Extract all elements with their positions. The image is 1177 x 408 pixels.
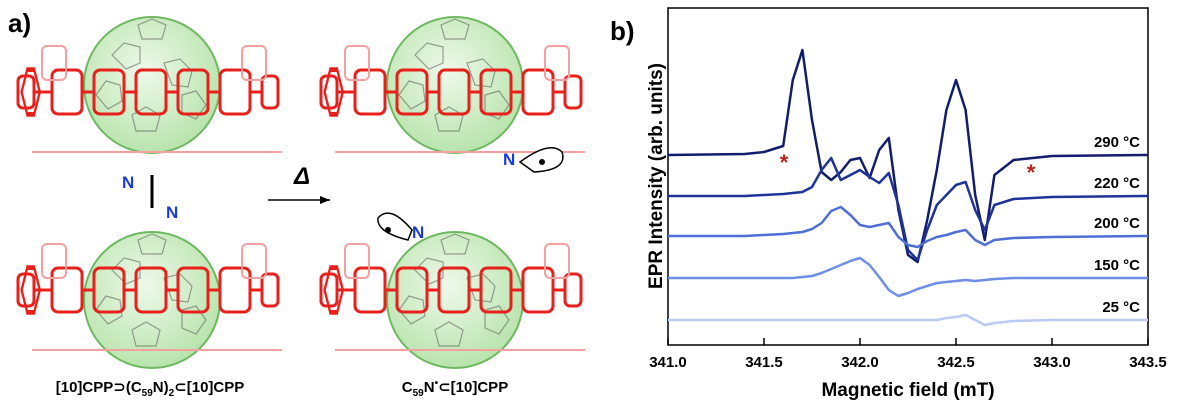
radical-dot xyxy=(385,227,391,233)
n-label: N xyxy=(503,150,515,169)
caption-part: ⊂[10]CPP xyxy=(438,379,508,396)
series-label: 200 °C xyxy=(1094,215,1140,232)
radical-dot xyxy=(539,159,545,165)
panel-label: b) xyxy=(610,16,635,46)
radical-lobe xyxy=(377,212,413,241)
series-label: 290 °C xyxy=(1094,134,1140,151)
panel-a: a) N N N N Δ [10]CPP⊃(C59N)2⊂[10]CPP C59… xyxy=(8,8,587,399)
x-axis-label: Magnetic field (mT) xyxy=(821,380,994,401)
series-line xyxy=(668,156,1149,262)
panel-b: b) Magnetic field (mT) EPR Intensity (ar… xyxy=(610,7,1167,401)
x-tick-label: 342.5 xyxy=(937,354,975,371)
n-label: N xyxy=(412,223,424,242)
caption-sub: 59 xyxy=(413,388,425,399)
caption-part: ⊂[10]CPP xyxy=(174,379,244,396)
n-label: N xyxy=(166,203,178,222)
series-line xyxy=(668,313,1148,327)
series-label: 220 °C xyxy=(1094,175,1140,192)
caption-sub: 59 xyxy=(142,388,154,399)
arrow-label: Δ xyxy=(293,163,310,190)
caption: C59N•⊂[10]CPP xyxy=(402,378,508,399)
series-line xyxy=(668,256,1148,298)
panel-label: a) xyxy=(8,8,31,38)
plot-frame xyxy=(667,7,1149,346)
x-tick-label: 341.5 xyxy=(745,354,783,371)
arrow-head xyxy=(320,196,330,204)
caption-sup: • xyxy=(435,378,439,389)
caption-sub: 2 xyxy=(169,388,175,399)
caption-part: [10]CPP⊃(C xyxy=(56,379,142,396)
y-axis-label: EPR Intensity (arb. units) xyxy=(646,63,667,289)
series-label: 150 °C xyxy=(1094,257,1140,274)
caption-part: C xyxy=(402,379,413,396)
n-label: N xyxy=(122,173,134,192)
marker: * xyxy=(1027,160,1036,185)
x-tick-label: 343.5 xyxy=(1129,354,1167,371)
series-line xyxy=(667,48,1149,264)
x-tick-label: 343.0 xyxy=(1033,354,1071,371)
caption: [10]CPP⊃(C59N)2⊂[10]CPP xyxy=(56,379,245,399)
caption-part: N) xyxy=(153,379,169,396)
marker: * xyxy=(780,150,789,175)
series-line xyxy=(668,205,1149,249)
caption-part: N xyxy=(424,379,435,396)
series-label: 25 °C xyxy=(1102,299,1140,316)
x-tick-label: 341.0 xyxy=(649,354,687,371)
x-tick-label: 342.0 xyxy=(841,354,879,371)
